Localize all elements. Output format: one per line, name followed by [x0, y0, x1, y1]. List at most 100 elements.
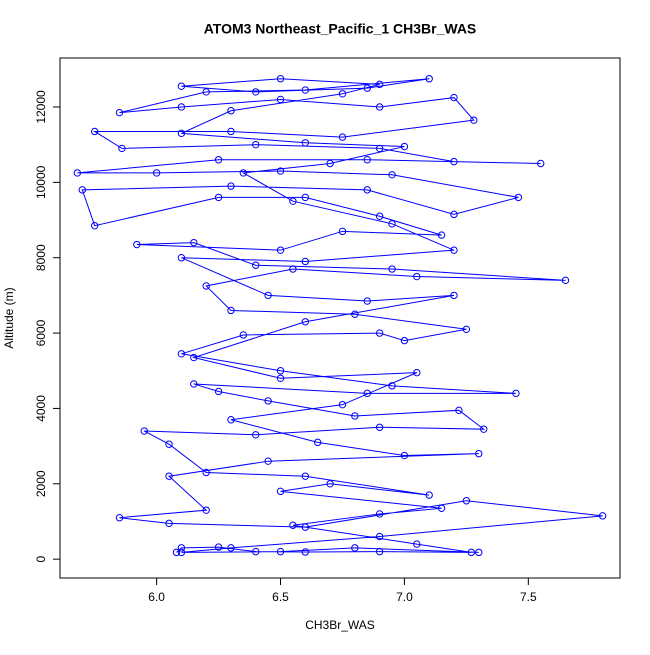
data-point [264, 291, 272, 300]
data-point [177, 82, 186, 90]
data-point [425, 75, 433, 83]
data-point [252, 140, 260, 149]
data-point [413, 368, 421, 377]
data-point [375, 103, 384, 111]
data-point [90, 127, 99, 136]
data-point [363, 84, 371, 92]
data-point [388, 220, 396, 228]
data-point [227, 306, 235, 315]
data-point [90, 221, 99, 230]
data-point [172, 548, 181, 557]
data-point [475, 548, 483, 557]
data-point [177, 544, 186, 552]
data-point [140, 427, 148, 435]
data-point [301, 472, 310, 480]
data-point [450, 93, 458, 102]
data-point [165, 472, 173, 480]
data-point [375, 212, 384, 220]
data-point [400, 336, 409, 345]
data-point [289, 197, 297, 205]
data-point [214, 193, 223, 202]
data-point [115, 514, 124, 522]
data-point [338, 133, 347, 141]
data-point [152, 169, 161, 177]
x-tick-label: 6.5 [272, 590, 289, 604]
data-point [388, 382, 396, 390]
data-point [252, 88, 260, 96]
y-tick-label: 6000 [34, 319, 48, 346]
data-point [363, 186, 371, 194]
data-point [165, 519, 173, 528]
data-point [264, 397, 272, 405]
data-point [375, 510, 384, 518]
data-point [425, 491, 433, 499]
data-point [202, 88, 210, 96]
data-point [115, 108, 124, 117]
data-point [227, 182, 235, 190]
data-point [227, 107, 235, 115]
data-point [252, 431, 260, 439]
data-point [338, 400, 347, 409]
data-point [375, 329, 384, 337]
y-tick-label: 2000 [34, 470, 48, 497]
data-point [227, 544, 235, 552]
data-point [301, 318, 310, 326]
data-point [177, 548, 186, 557]
data-point [190, 353, 198, 362]
data-point [78, 186, 87, 194]
data-point [467, 548, 476, 557]
data-point [375, 423, 384, 431]
x-tick-label: 7.5 [520, 590, 537, 604]
data-point [239, 169, 248, 177]
data-point [214, 543, 223, 551]
data-point [276, 367, 285, 375]
data-point [301, 257, 310, 266]
data-point [301, 548, 310, 556]
data-point [202, 468, 210, 477]
data-point [301, 139, 310, 147]
y-axis-label: Altitude (m) [2, 287, 16, 348]
data-point [512, 389, 520, 398]
x-tick-label: 7.0 [396, 590, 413, 604]
data-point [177, 129, 186, 138]
data-point [177, 103, 186, 111]
data-point [388, 171, 396, 179]
y-tick-label: 0 [34, 556, 48, 563]
chart-title: ATOM3 Northeast_Pacific_1 CH3Br_WAS [204, 21, 477, 37]
data-point [177, 350, 186, 358]
data-point [301, 523, 310, 531]
x-axis-label: CH3Br_WAS [305, 618, 375, 632]
data-point [375, 547, 384, 556]
data-point [177, 254, 186, 262]
data-point [598, 512, 607, 520]
data-point [227, 127, 235, 136]
data-point [462, 325, 471, 334]
data-point [363, 297, 371, 305]
data-point [388, 265, 396, 273]
y-tick-label: 8000 [34, 244, 48, 271]
data-point [202, 506, 210, 514]
data-point [326, 480, 334, 488]
data-point [190, 238, 198, 247]
data-point [363, 156, 371, 164]
data-point [289, 265, 297, 273]
data-point [450, 291, 458, 300]
data-point [202, 282, 210, 290]
data-point [73, 169, 82, 177]
data-point [351, 544, 359, 552]
data-point [413, 272, 421, 281]
data-point [190, 380, 198, 388]
data-point [276, 167, 285, 175]
data-point [437, 231, 446, 239]
data-point [276, 487, 285, 496]
data-point [264, 457, 272, 465]
data-point [375, 144, 384, 153]
data-point [289, 521, 297, 529]
data-point [276, 547, 285, 556]
data-point [480, 425, 488, 433]
data-point [276, 95, 285, 104]
data-point [363, 389, 371, 398]
x-tick-label: 6.0 [148, 590, 165, 604]
y-tick-label: 4000 [34, 395, 48, 422]
